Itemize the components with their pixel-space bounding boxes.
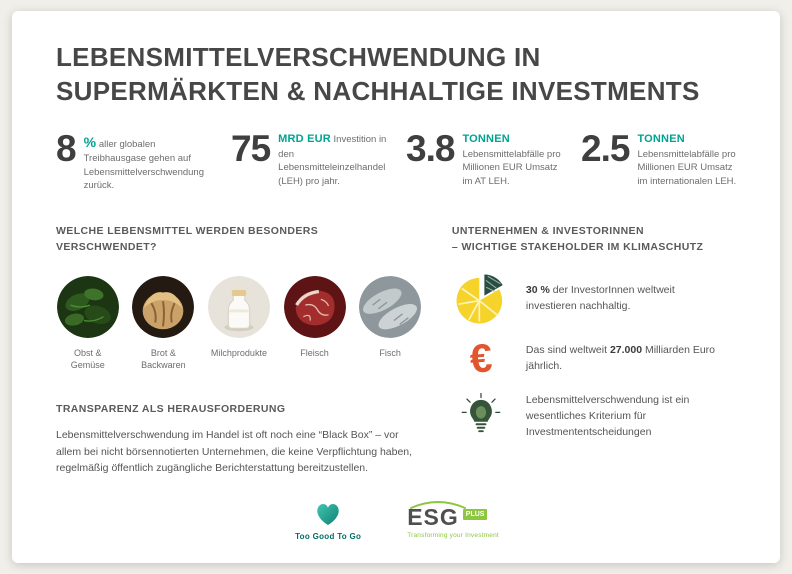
euro-icon: € [452, 335, 510, 382]
food-item-vegetables: Obst & Gemüse [56, 275, 120, 371]
food-label: Fleisch [300, 347, 329, 358]
stake-text-pre: Das sind weltweit [525, 343, 610, 356]
stat-desc-text: Lebensmittelabfälle pro Millionen EUR Um… [637, 148, 737, 188]
stat-value: 3.8 [406, 127, 455, 169]
food-label: Brot & Backwaren [141, 347, 186, 370]
stakeholder-heading: UNTERNEHMEN & INVESTORINNEN – WICHTIGE S… [452, 223, 738, 256]
stat-description: MRD EUR Investition in den Lebensmittele… [278, 132, 388, 189]
stakeholder-text: 30 % der InvestorInnen weltweit investie… [526, 283, 716, 315]
esg-wordmark: ESG [407, 504, 459, 530]
food-label: Obst & Gemüse [70, 347, 105, 370]
esg-wordmark-row: ESG PLUS [407, 504, 488, 530]
stakeholder-item-volume: € Das sind weltweit 27.000 Milliarden Eu… [452, 335, 738, 382]
stake-text-bold: 30 % [525, 283, 550, 296]
meat-icon [283, 275, 346, 338]
food-item-fish: Fisch [358, 275, 422, 371]
stakeholder-text: Lebensmittelverschwendung ist ein wesent… [526, 393, 716, 440]
food-label: Milchprodukte [210, 347, 267, 358]
footer-logos: Too Good To Go ESG PLUS Transforming you… [56, 492, 738, 547]
stat-description: % aller globalen Treibhausgase gehen auf… [84, 132, 213, 194]
stake-text-post: Milliarden Euro jährlich. [525, 343, 716, 372]
stakeholder-heading-line1: UNTERNEHMEN & INVESTORINNEN [451, 225, 644, 238]
stat-unit: TONNEN [637, 132, 685, 145]
food-item-bread: Brot & Backwaren [132, 275, 196, 371]
esg-plus-logo: ESG PLUS Transforming your Investment [407, 499, 499, 541]
stake-text-bold: 27.000 [609, 343, 643, 356]
heart-icon [317, 504, 339, 525]
food-item-meat: Fleisch [283, 275, 347, 371]
stat-value: 2.5 [581, 127, 630, 169]
stat-value: 75 [231, 127, 271, 169]
stat-waste-international: 2.5 TONNEN Lebensmittelabfälle pro Milli… [581, 127, 738, 194]
page-title: LEBENSMITTELVERSCHWENDUNG IN SUPERMÄRKTE… [56, 41, 738, 109]
page-title-line1: LEBENSMITTELVERSCHWENDUNG IN [56, 42, 541, 72]
stat-desc-text: Lebensmittelabfälle pro Millionen EUR Um… [462, 148, 561, 188]
stat-investment: 75 MRD EUR Investition in den Lebensmitt… [231, 127, 388, 194]
transparency-body: Lebensmittelverschwendung im Handel ist … [56, 429, 413, 474]
main-columns: WELCHE LEBENSMITTEL WERDEN BESONDERS VER… [56, 223, 738, 486]
stakeholder-list: 30 % der InvestorInnen weltweit investie… [452, 272, 738, 442]
stakeholder-column: UNTERNEHMEN & INVESTORINNEN – WICHTIGE S… [438, 223, 738, 486]
stat-desc-text: Investition in den Lebensmitteleinzelhan… [278, 133, 387, 188]
lightbulb-icon [452, 392, 510, 442]
food-column: WELCHE LEBENSMITTEL WERDEN BESONDERS VER… [56, 223, 438, 486]
too-good-to-go-logo: Too Good To Go [295, 498, 361, 541]
bread-icon [132, 275, 195, 338]
esg-swoosh-icon [410, 501, 467, 509]
food-label: Fisch [379, 347, 401, 358]
stakeholder-item-investors: 30 % der InvestorInnen weltweit investie… [452, 272, 738, 326]
food-row: Obst & Gemüse [56, 275, 422, 371]
stat-desc-text: aller globalen Treibhausgase gehen auf L… [83, 138, 204, 192]
transparency-section: TRANSPARENZ ALS HERAUSFORDERUNG Lebensmi… [56, 401, 422, 476]
page-title-line2: SUPERMÄRKTEN & NACHHALTIGE INVESTMENTS [56, 75, 700, 106]
stat-waste-at: 3.8 TONNEN Lebensmittelabfälle pro Milli… [406, 127, 563, 194]
stat-unit: TONNEN [462, 132, 510, 145]
infographic-card: LEBENSMITTELVERSCHWENDUNG IN SUPERMÄRKTE… [12, 11, 780, 563]
milk-icon [207, 275, 270, 338]
esg-plus-badge: PLUS [462, 509, 488, 520]
vegetables-icon [56, 275, 119, 338]
esg-tagline: Transforming your Investment [407, 532, 499, 539]
stake-text-post: der InvestorInnen weltweit investieren n… [525, 283, 675, 312]
stat-unit: MRD EUR [278, 132, 331, 145]
food-section-heading: WELCHE LEBENSMITTEL WERDEN BESONDERS VER… [56, 225, 319, 254]
stats-row: 8 % aller globalen Treibhausgase gehen a… [56, 127, 738, 194]
stakeholder-item-criterion: Lebensmittelverschwendung ist ein wesent… [452, 392, 738, 442]
pie-chart-lemon-icon [452, 272, 510, 326]
stake-text-pre: Lebensmittelverschwendung ist ein wesent… [525, 394, 690, 438]
stat-description: TONNEN Lebensmittelabfälle pro Millionen… [637, 132, 738, 189]
stat-description: TONNEN Lebensmittelabfälle pro Millionen… [462, 132, 563, 189]
transparency-heading: TRANSPARENZ ALS HERAUSFORDERUNG [56, 403, 286, 415]
stat-unit: % [83, 133, 97, 150]
stakeholder-heading-line2: – WICHTIGE STAKEHOLDER IM KLIMASCHUTZ [451, 241, 704, 254]
fish-icon [359, 275, 422, 338]
stakeholder-text: Das sind weltweit 27.000 Milliarden Euro… [526, 343, 716, 375]
euro-glyph: € [468, 335, 494, 382]
tgtg-wordmark: Too Good To Go [295, 532, 362, 541]
stat-value: 8 [56, 127, 77, 169]
stat-greenhouse-gas: 8 % aller globalen Treibhausgase gehen a… [56, 127, 213, 194]
food-item-milk: Milchprodukte [207, 275, 271, 371]
